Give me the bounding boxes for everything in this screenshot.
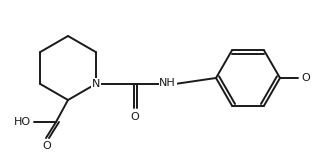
- Text: NH: NH: [159, 78, 176, 88]
- Text: O: O: [42, 141, 51, 151]
- Text: O: O: [302, 73, 310, 83]
- Text: O: O: [130, 112, 139, 122]
- Text: HO: HO: [13, 117, 31, 127]
- Text: N: N: [92, 79, 100, 89]
